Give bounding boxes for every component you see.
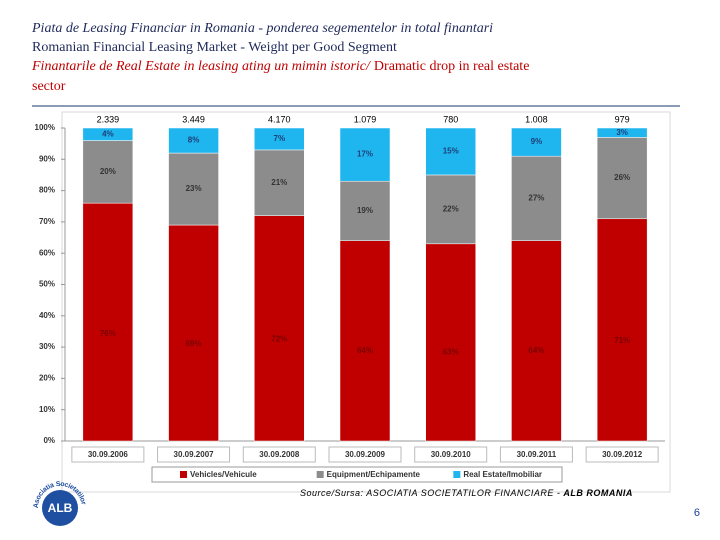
category-box — [499, 446, 573, 463]
data-label: 21% — [271, 178, 287, 187]
logo-disc — [42, 490, 78, 526]
column-total: 979 — [615, 114, 630, 124]
bar-segment — [82, 127, 134, 141]
data-label: 72% — [271, 335, 287, 344]
y-tick-label: 0% — [43, 436, 55, 445]
data-label: 63% — [443, 347, 459, 356]
y-tick-label: 10% — [39, 405, 55, 414]
legend-swatch — [316, 471, 324, 478]
bar-segment — [254, 127, 305, 151]
bar-segment — [339, 180, 391, 241]
y-tick-label: 70% — [39, 217, 55, 226]
x-tick-label: 30.09.2007 — [174, 450, 215, 459]
data-label: 27% — [528, 194, 544, 203]
column-total: 2.339 — [97, 114, 120, 124]
bar-segment — [596, 137, 648, 220]
x-tick-label: 30.09.2011 — [517, 450, 557, 459]
data-label: 7% — [274, 134, 286, 143]
column-total: 1.079 — [354, 114, 377, 124]
legend-swatch — [180, 471, 187, 478]
column-total: 3.449 — [182, 114, 205, 124]
subtitle-en-2: sector — [32, 79, 66, 94]
data-label: 4% — [102, 129, 114, 138]
y-tick-label: 40% — [39, 311, 55, 320]
bar-segment — [82, 140, 134, 204]
bar-segment — [168, 152, 219, 226]
x-tick-label: 30.09.2012 — [602, 450, 643, 459]
category-box — [414, 446, 488, 463]
y-tick-label: 60% — [39, 248, 55, 257]
source: Source/Sursa: ASOCIATIA SOCIETATILOR FIN… — [300, 488, 633, 498]
data-label: 76% — [100, 329, 116, 338]
data-label: 22% — [443, 204, 459, 213]
data-label: 26% — [614, 173, 630, 182]
logo-text: ALB — [48, 501, 73, 515]
source-org: ALB ROMANIA — [562, 488, 633, 498]
x-tick-label: 30.09.2010 — [431, 450, 472, 459]
data-label: 23% — [186, 184, 202, 193]
category-box — [242, 446, 316, 463]
subtitle-ro: Finantarile de Real Estate in leasing at… — [31, 59, 371, 74]
category-box — [71, 446, 145, 463]
category-box — [585, 446, 659, 463]
bar-segment — [254, 215, 305, 442]
bar-segment — [339, 240, 391, 442]
bar-segment — [82, 202, 134, 442]
data-label: 9% — [531, 137, 543, 146]
bar-segment — [511, 240, 562, 442]
bar-segment — [254, 149, 305, 216]
legend-swatch — [453, 471, 461, 478]
bar-segment — [596, 218, 648, 442]
title-ro: Piata de Leasing Financiar in Romania - … — [31, 21, 493, 36]
bar-segment — [596, 127, 648, 138]
y-tick-label: 30% — [39, 342, 55, 351]
data-label: 69% — [186, 339, 202, 348]
legend-label: Vehicles/Vehicule — [190, 470, 257, 479]
column-total: 4.170 — [268, 114, 291, 124]
data-label: 19% — [357, 206, 373, 215]
data-label: 15% — [443, 147, 459, 156]
x-tick-label: 30.09.2009 — [345, 450, 386, 459]
bar-segment — [511, 155, 562, 241]
subtitle-en-1: Dramatic drop in real estate — [374, 59, 529, 74]
subtitle: Finantarile de Real Estate in leasing at… — [31, 59, 529, 74]
page-number: 6 — [694, 507, 700, 519]
column-total: 780 — [443, 114, 458, 124]
column-total: 1.008 — [525, 114, 548, 124]
data-label: 3% — [616, 128, 628, 137]
data-label: 20% — [100, 167, 116, 176]
legend-label: Equipment/Echipamente — [327, 470, 421, 479]
bar-segment — [425, 127, 476, 176]
bar-segment — [339, 127, 391, 182]
data-label: 64% — [528, 346, 544, 355]
bar-segment — [425, 174, 476, 245]
data-label: 64% — [357, 346, 373, 355]
data-label: 71% — [614, 336, 630, 345]
y-tick-label: 50% — [39, 280, 55, 289]
title-en: Romanian Financial Leasing Market - Weig… — [32, 40, 397, 55]
category-box — [157, 446, 231, 463]
bar-segment — [425, 243, 476, 442]
bar-segment — [168, 127, 219, 154]
y-tick-label: 20% — [39, 374, 55, 383]
chart-frame — [61, 111, 671, 493]
source-text: Source/Sursa: ASOCIATIA SOCIETATILOR FIN… — [300, 488, 563, 498]
y-tick-label: 100% — [35, 123, 55, 132]
y-tick-label: 90% — [39, 154, 55, 163]
x-tick-label: 30.09.2006 — [88, 450, 129, 459]
legend-label: Real Estate/Imobiliar — [463, 470, 542, 479]
y-tick-label: 80% — [39, 186, 55, 195]
bar-segment — [168, 224, 219, 442]
legend-box — [151, 466, 563, 483]
data-label: 8% — [188, 136, 200, 145]
data-label: 17% — [357, 150, 373, 159]
category-box — [328, 446, 402, 463]
x-tick-label: 30.09.2008 — [259, 450, 300, 459]
bar-segment — [511, 127, 562, 157]
